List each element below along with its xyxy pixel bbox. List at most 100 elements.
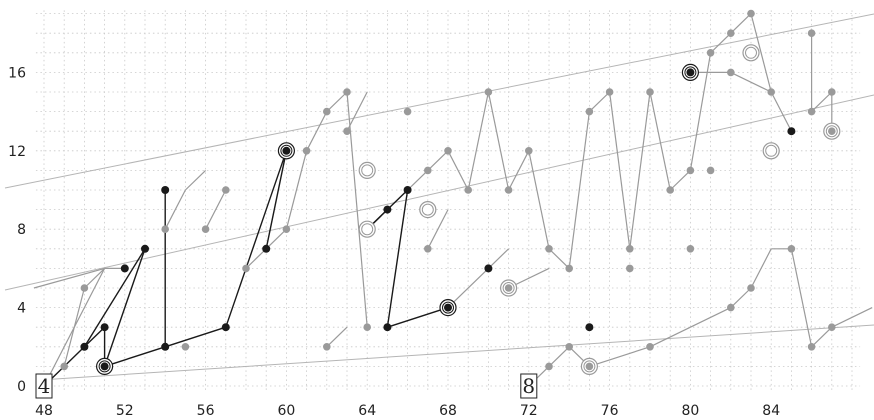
gray-differential: [326, 91, 348, 113]
x-tick-label: 48: [35, 403, 53, 419]
gray-differential: [548, 248, 570, 269]
gray-class-dot: [828, 127, 836, 135]
gray-differential: [33, 267, 105, 289]
gray-class-dot: [504, 186, 513, 194]
gray-class-dot: [504, 284, 513, 292]
black-differential: [164, 326, 227, 348]
gray-differential: [184, 169, 207, 191]
classes: [60, 9, 836, 371]
black-class-dot: [161, 186, 170, 194]
gray-differential: [831, 307, 873, 328]
gray-class-dot: [706, 166, 715, 175]
black-differential: [387, 306, 449, 328]
gray-differential: [589, 346, 651, 367]
gray-class-dot: [686, 245, 695, 253]
gray-differential: [548, 346, 570, 367]
gray-differential: [447, 267, 489, 309]
x-tick-label: 76: [601, 403, 619, 419]
y-tick-label: 16: [8, 65, 26, 81]
gray-class-dot: [706, 49, 715, 57]
circled-class-inner-ring: [765, 144, 778, 157]
gray-differential: [750, 248, 772, 289]
circled-class-inner-ring: [825, 125, 838, 138]
black-differential: [103, 248, 146, 367]
gray-differential: [487, 248, 510, 269]
y-tick-label: 0: [17, 379, 26, 395]
black-class-dot: [221, 323, 230, 332]
black-differential: [104, 346, 166, 368]
y-tick-label: 8: [17, 222, 26, 238]
gray-class-dot: [80, 284, 89, 292]
gray-differential: [690, 307, 732, 328]
boxed-label-text: 8: [522, 374, 535, 398]
gray-differential: [487, 91, 510, 191]
gray-differential: [528, 150, 550, 249]
gray-differential: [427, 209, 449, 250]
circled-class-inner-ring: [98, 360, 111, 373]
x-tick-label: 84: [762, 403, 780, 419]
gray-differential: [326, 326, 348, 348]
x-tick-label: 64: [358, 403, 376, 419]
gray-class-dot: [747, 284, 755, 292]
gray-class-dot: [222, 186, 230, 194]
gray-differentials: [33, 13, 873, 387]
black-differential: [225, 150, 288, 328]
gray-class-dot: [585, 362, 594, 371]
gray-differential: [285, 150, 308, 230]
black-class-dot: [383, 323, 392, 332]
gray-class-dot: [545, 245, 553, 253]
x-tick-label: 52: [116, 403, 134, 419]
diagonal-guide-lines: [4, 13, 874, 381]
gray-differential: [508, 150, 530, 191]
x-tick-label: 56: [197, 403, 215, 419]
guide-line-1: [4, 13, 874, 189]
x-tick-label: 80: [681, 403, 699, 419]
y-tick-label: 12: [8, 144, 26, 160]
y-tick-label: 4: [17, 301, 26, 317]
gray-differential: [205, 189, 227, 230]
guide-line-2: [4, 94, 874, 291]
circled-class-inner-ring: [684, 66, 697, 79]
black-differential: [83, 326, 106, 348]
x-tick-label: 68: [439, 403, 457, 419]
gray-differential: [730, 287, 752, 309]
gray-class-dot: [747, 9, 755, 18]
circled-class-inner-ring: [745, 46, 757, 59]
gray-class-dot: [484, 88, 493, 96]
black-differential: [386, 189, 409, 328]
gray-differential: [427, 150, 449, 171]
circled-class-inner-ring: [361, 164, 374, 177]
gray-class-dot: [787, 245, 796, 253]
gray-class-dot: [201, 225, 210, 233]
black-class-dot: [585, 323, 594, 332]
gray-class-dot: [807, 107, 816, 116]
gray-class-dot: [302, 147, 311, 155]
gray-class-dot: [727, 303, 735, 312]
gray-class-dot: [727, 29, 735, 37]
gray-differential: [568, 111, 590, 269]
gray-differential: [669, 169, 691, 191]
gray-class-dot: [565, 343, 573, 351]
black-class-dot: [120, 264, 129, 273]
boxed-label-frame: [520, 373, 538, 399]
gray-class-dot: [242, 264, 250, 273]
gray-class-dot: [282, 225, 291, 233]
gray-class-dot: [585, 107, 594, 116]
gray-differential: [730, 71, 772, 93]
black-class-dot: [100, 362, 109, 371]
black-class-dot: [686, 68, 695, 77]
black-class-dot: [282, 146, 291, 155]
circled-class-inner-ring: [280, 144, 293, 157]
gray-differential: [790, 248, 813, 347]
gray-class-dot: [666, 186, 674, 194]
black-class-dot: [787, 127, 796, 136]
black-class-dot: [80, 342, 89, 351]
gray-differential: [629, 91, 651, 249]
gray-class-dot: [525, 147, 533, 155]
gray-class-dot: [161, 225, 169, 233]
guide-line-3: [39, 324, 874, 381]
x-tick-label: 60: [277, 403, 295, 419]
black-differential: [83, 248, 146, 348]
black-differential: [265, 150, 288, 249]
